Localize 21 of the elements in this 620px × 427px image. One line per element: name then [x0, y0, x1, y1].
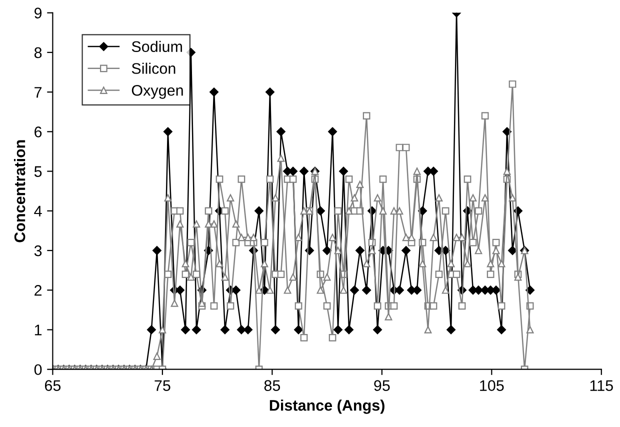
x-tick-label: 115: [590, 380, 613, 391]
x-axis-title: Distance (Angs): [270, 400, 384, 414]
legend-label: Silicon: [132, 62, 176, 74]
x-tick-label: 105: [480, 380, 504, 391]
y-tick-label: 3: [34, 245, 42, 256]
y-tick-label: 4: [34, 206, 42, 216]
legend-label: Oxygen: [132, 84, 183, 99]
x-tick-label: 75: [154, 380, 170, 391]
y-tick-label: 2: [34, 284, 42, 296]
legend-label: Sodium: [132, 40, 182, 52]
y-tick-label: 7: [34, 87, 42, 98]
y-tick-label: 5: [34, 166, 42, 177]
x-tick-label: 65: [44, 380, 61, 391]
y-tick-label: 9: [34, 8, 42, 18]
y-tick-label: 6: [34, 126, 42, 138]
x-tick-label: 85: [264, 380, 280, 391]
y-tick-label: 8: [34, 47, 42, 58]
y-tick-label: 1: [34, 324, 42, 336]
x-tick-label: 95: [374, 380, 390, 391]
y-tick-label: 0: [34, 364, 42, 376]
y-axis-title: Concentration: [14, 140, 26, 242]
